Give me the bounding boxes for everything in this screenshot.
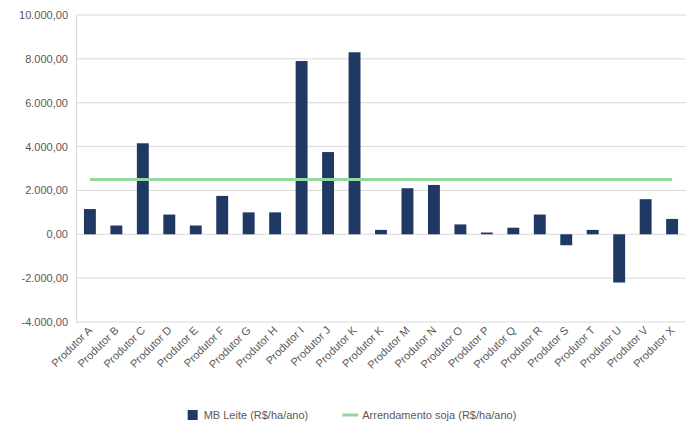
y-tick-label: 10.000,00 xyxy=(19,9,68,21)
legend-item: MB Leite (R$/ha/ano) xyxy=(188,409,309,421)
bar xyxy=(163,215,175,235)
bar-series xyxy=(84,52,678,282)
bar xyxy=(269,212,281,234)
grid-line xyxy=(76,146,686,147)
bar xyxy=(375,230,387,234)
y-axis: -4.000,00 -2.000,00 0,00 2.000,00 4.000,00 6.… xyxy=(19,9,76,328)
bar xyxy=(534,215,546,235)
bar xyxy=(216,196,228,234)
x-tick-label: Produtor X xyxy=(631,323,677,369)
bar xyxy=(296,61,308,234)
y-tick: -2.000,00 xyxy=(22,272,76,284)
bar xyxy=(137,143,149,234)
y-tick-label: 2.000,00 xyxy=(25,184,68,196)
legend-item: Arrendamento soja (R$/ha/ano) xyxy=(342,409,516,421)
bar xyxy=(507,228,519,235)
grid-line xyxy=(76,102,686,103)
y-tick: 2.000,00 xyxy=(25,184,76,196)
bar xyxy=(587,230,599,234)
grid-line xyxy=(76,322,686,323)
bar xyxy=(428,185,440,234)
y-tick-label: 8.000,00 xyxy=(25,53,68,65)
chart: -4.000,00 -2.000,00 0,00 2.000,00 4.000,00 6.… xyxy=(0,0,700,438)
plot: -4.000,00 -2.000,00 0,00 2.000,00 4.000,00 6.… xyxy=(19,9,686,371)
bar xyxy=(560,234,572,245)
y-tick: 0,00 xyxy=(47,228,76,240)
grid-line xyxy=(76,15,686,16)
x-tick: Produtor X xyxy=(631,322,677,370)
bar xyxy=(110,226,122,235)
bar xyxy=(243,212,255,234)
y-tick-label: 4.000,00 xyxy=(25,141,68,153)
bar xyxy=(349,52,361,234)
bar xyxy=(613,234,625,282)
bar xyxy=(666,219,678,234)
y-tick: 10.000,00 xyxy=(19,9,76,21)
bar xyxy=(481,233,493,235)
y-axis-line xyxy=(76,16,77,323)
y-tick-label: -2.000,00 xyxy=(22,272,68,284)
legend: MB Leite (R$/ha/ano) Arrendamento soja (R… xyxy=(188,409,517,421)
y-tick-label: -4.000,00 xyxy=(22,316,68,328)
bar xyxy=(402,188,414,234)
marks xyxy=(84,52,678,282)
y-tick: 6.000,00 xyxy=(25,97,76,109)
legend-swatch xyxy=(342,414,358,417)
bar xyxy=(190,226,202,235)
legend-label: MB Leite (R$/ha/ano) xyxy=(204,409,309,421)
y-tick: 4.000,00 xyxy=(25,141,76,153)
line xyxy=(90,178,672,181)
legend-swatch xyxy=(188,410,198,420)
grid-line xyxy=(76,278,686,279)
bar xyxy=(640,199,652,234)
legend-label: Arrendamento soja (R$/ha/ano) xyxy=(362,409,516,421)
bar xyxy=(454,224,466,234)
grid-line xyxy=(76,58,686,59)
x-axis: Produtor AProdutor BProdutor CProdutor D… xyxy=(49,322,677,371)
bar xyxy=(322,152,334,234)
grid xyxy=(76,15,686,322)
y-tick: 8.000,00 xyxy=(25,53,76,65)
bar xyxy=(84,209,96,234)
grid-line xyxy=(76,190,686,191)
y-tick-label: 6.000,00 xyxy=(25,97,68,109)
y-tick-label: 0,00 xyxy=(47,228,68,240)
y-tick: -4.000,00 xyxy=(22,316,76,328)
